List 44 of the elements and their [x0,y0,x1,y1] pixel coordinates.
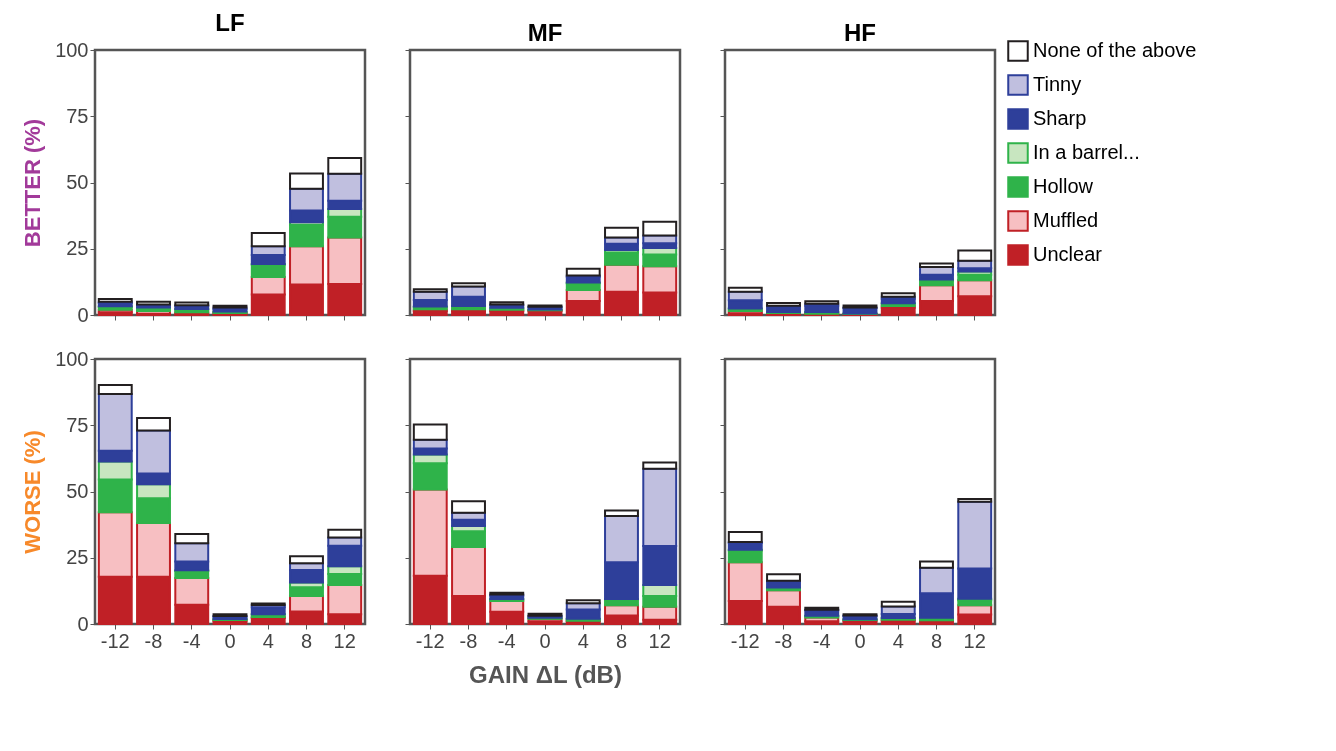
x-tick-label: -4 [497,629,516,652]
legend-label: Sharp [1033,107,1087,129]
y-tick-label: 75 [66,104,89,127]
x-tick-label: 12 [648,629,671,652]
legend-label: Tinny [1033,73,1082,95]
y-tick-label: 50 [66,171,89,193]
x-tick-label: -8 [774,629,793,652]
x-tick-label: 4 [892,629,904,652]
y-tick-label: 50 [66,480,89,502]
legend-label: None of the above [1033,39,1197,61]
legend-label: Hollow [1033,175,1094,197]
x-tick-label: 4 [577,629,589,652]
x-tick-label: 0 [224,629,236,652]
x-tick-label: 4 [262,629,274,652]
y-tick-label: 25 [66,546,89,569]
y-axis-title: WORSE (%) [20,430,46,554]
x-tick-label: -4 [182,629,201,652]
y-tick-label: 100 [55,38,89,61]
legend-label: Muffled [1033,209,1099,231]
y-axis-title: BETTER (%) [20,118,46,248]
x-tick-label: -8 [459,629,478,652]
x-tick-label: 8 [930,629,943,652]
legend-label: Unclear [1033,243,1103,265]
x-axis-title: GAIN ΔL (dB) [469,660,622,688]
y-tick-label: 0 [77,612,89,635]
chart-title: MF [527,18,563,46]
x-tick-label: 12 [333,629,356,652]
y-tick-label: 25 [66,237,89,260]
x-tick-label: -12 [100,629,130,652]
y-tick-label: 75 [66,413,89,436]
chart-title: LF [215,9,245,36]
chart-title: HF [844,18,876,46]
x-tick-label: 8 [300,629,313,652]
x-tick-label: -8 [144,629,163,652]
legend-label: In a barrel... [1033,141,1140,163]
x-tick-label: -4 [812,629,831,652]
y-tick-label: 0 [77,303,89,326]
x-tick-label: 0 [539,629,551,652]
y-tick-label: 100 [55,347,89,370]
x-tick-label: -12 [415,629,445,652]
x-tick-label: -12 [730,629,760,652]
x-tick-label: 8 [615,629,628,652]
x-tick-label: 12 [963,629,986,652]
x-tick-label: 0 [854,629,866,652]
